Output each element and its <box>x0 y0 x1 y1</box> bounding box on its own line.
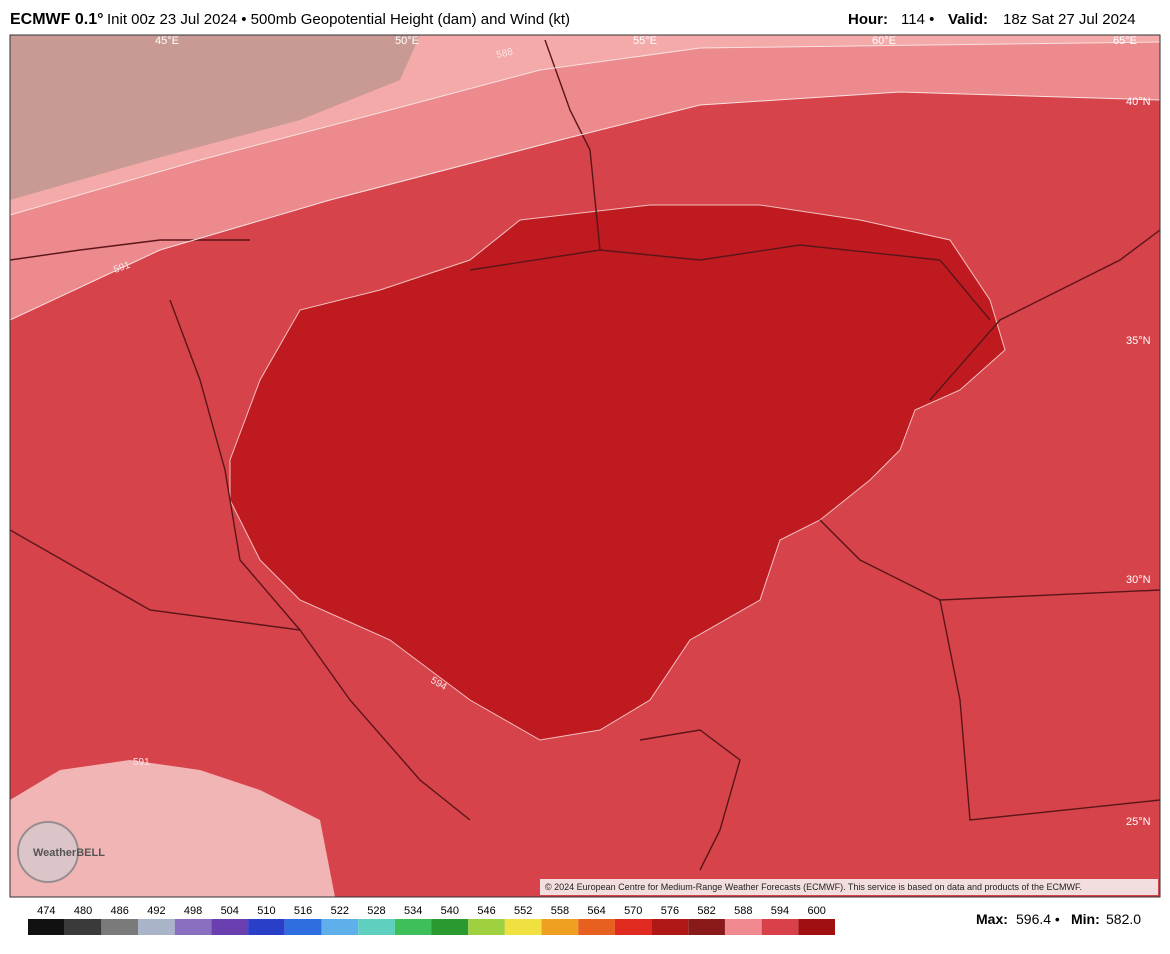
max-value: 596.4 • <box>1016 911 1060 927</box>
colorbar-cell <box>651 919 689 935</box>
valid-label: Valid: <box>948 11 988 28</box>
colorbar-label: 600 <box>807 905 825 917</box>
colorbar-label: 564 <box>587 905 605 917</box>
min-value: 582.0 <box>1106 911 1141 927</box>
colorbar-label: 528 <box>367 905 385 917</box>
colorbar-label: 582 <box>697 905 715 917</box>
longitude-label: 45°E <box>155 35 179 47</box>
colorbar-cell <box>138 919 175 935</box>
contour <box>10 41 1160 216</box>
colorbar-cell <box>688 919 725 935</box>
contour-label: 591 <box>133 757 150 768</box>
region-594 <box>229 204 1006 741</box>
map-frame <box>9 34 1161 898</box>
contour <box>10 91 1160 321</box>
colorbar-label: 498 <box>184 905 202 917</box>
colorbar-label: 552 <box>514 905 532 917</box>
colorbar-cell <box>174 919 212 935</box>
max-label: Max: <box>976 911 1008 927</box>
colorbar-label: 570 <box>624 905 642 917</box>
colorbar-label: 546 <box>477 905 495 917</box>
colorbar-cell <box>394 919 432 935</box>
colorbar-label: 558 <box>551 905 569 917</box>
latitude-label: 25°N <box>1126 816 1151 828</box>
colorbar-cell <box>468 919 505 935</box>
colorbar-cell <box>798 919 835 935</box>
longitude-label: 65°E <box>1113 35 1137 47</box>
colorbar-cell <box>504 919 542 935</box>
colorbar-label: 510 <box>257 905 275 917</box>
colorbar-cell <box>614 919 652 935</box>
hour-label: Hour: <box>848 11 888 28</box>
contour-label: 588 <box>495 47 514 61</box>
colorbar-label: 480 <box>74 905 92 917</box>
colorbar-cell <box>358 919 395 935</box>
latitude-label: 35°N <box>1126 335 1151 347</box>
longitude-label: 50°E <box>395 35 419 47</box>
colorbar-cell <box>248 919 285 935</box>
region-582 <box>10 35 420 200</box>
colorbar-cell <box>284 919 322 935</box>
borders <box>10 39 1160 871</box>
colorbar-cell <box>28 919 65 935</box>
run-description: Init 00z 23 Jul 2024 • 500mb Geopotentia… <box>107 11 570 28</box>
colorbar-cell <box>321 919 359 935</box>
hour-value: 114 • <box>901 11 934 28</box>
colorbar-cell <box>431 919 469 935</box>
region-low <box>10 760 335 897</box>
model-name: ECMWF 0.1° <box>10 11 104 28</box>
colorbar-label: 534 <box>404 905 422 917</box>
colorbar-cell <box>761 919 799 935</box>
colorbar-label: 594 <box>771 905 789 917</box>
colorbar-label: 576 <box>661 905 679 917</box>
longitude-label: 60°E <box>872 35 896 47</box>
colorbar-label: 474 <box>37 905 55 917</box>
colorbar-cell <box>211 919 249 935</box>
longitude-label: 55°E <box>633 35 657 47</box>
colorbar-label: 588 <box>734 905 752 917</box>
colorbar-cell <box>541 919 579 935</box>
latitude-label: 40°N <box>1126 96 1151 108</box>
latitude-label: 30°N <box>1126 574 1151 586</box>
colorbar-label: 492 <box>147 905 165 917</box>
min-label: Min: <box>1071 911 1100 927</box>
colorbar-label: 516 <box>294 905 312 917</box>
valid-value: 18z Sat 27 Jul 2024 <box>1003 11 1136 28</box>
logo-circle <box>17 821 79 883</box>
colorbar-label: 522 <box>331 905 349 917</box>
colorbar-cell <box>101 919 139 935</box>
colorbar-cell <box>64 919 102 935</box>
map: © 2024 European Centre for Medium-Range … <box>9 34 1161 898</box>
logo: WeatherBELL <box>33 847 105 859</box>
colorbar-label: 486 <box>111 905 129 917</box>
copyright: © 2024 European Centre for Medium-Range … <box>545 882 1082 892</box>
colorbar-label: 540 <box>441 905 459 917</box>
colorbar: 474 480 486 492 498 504 510 516 522 528 534 540 546 5… <box>28 905 835 935</box>
colorbar-cell <box>724 919 762 935</box>
colorbar-label: 504 <box>221 905 239 917</box>
colorbar-cell <box>578 919 615 935</box>
copyright-box <box>540 879 1158 895</box>
